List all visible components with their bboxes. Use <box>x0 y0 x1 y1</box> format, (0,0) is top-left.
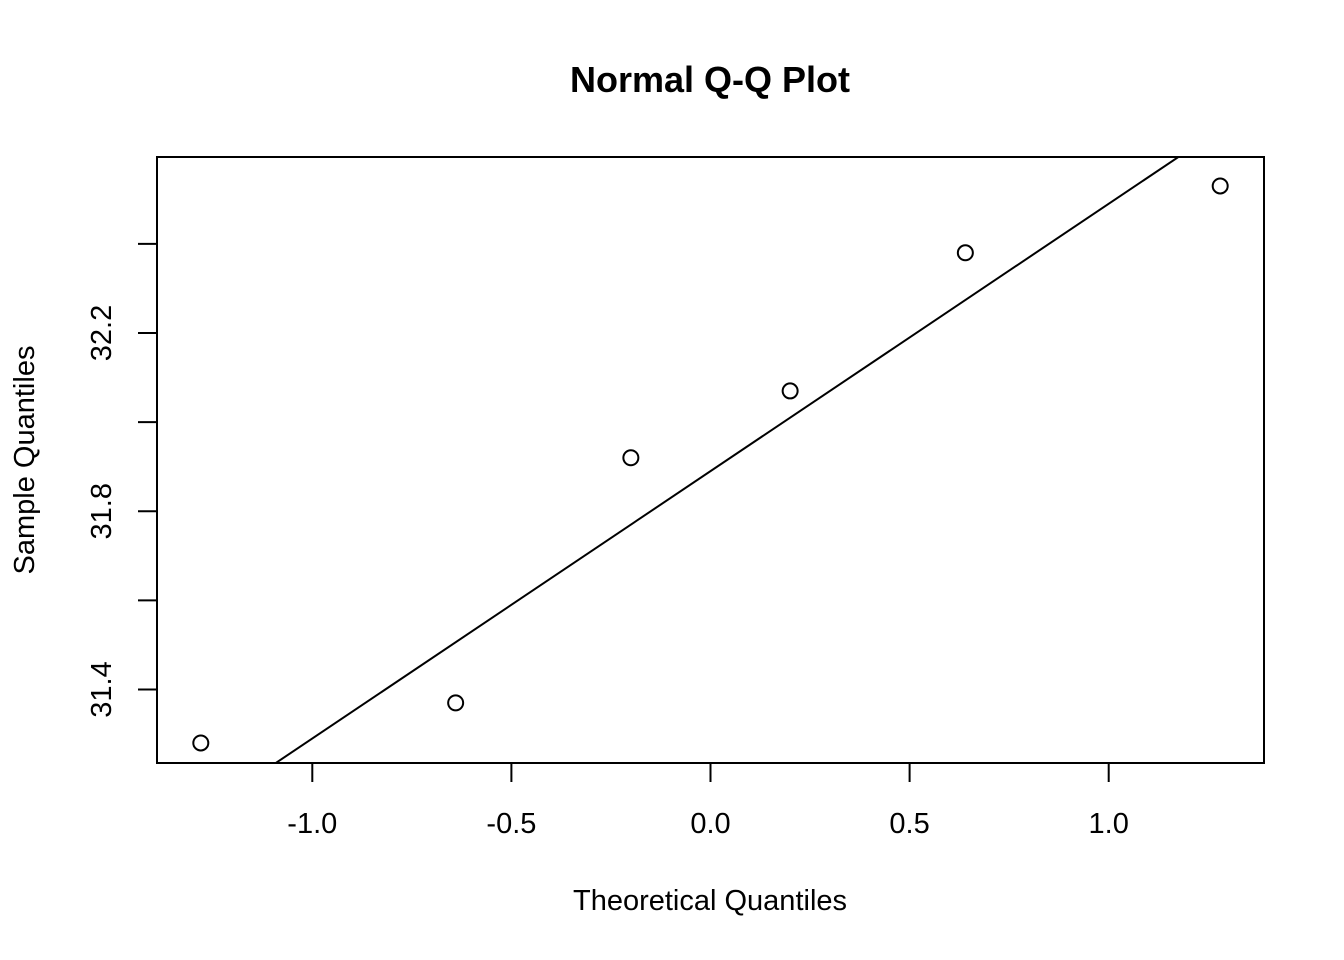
y-tick-label: 32.2 <box>86 305 118 361</box>
plot-frame <box>156 156 1265 764</box>
data-point <box>622 449 640 467</box>
y-axis-label: Sample Quantiles <box>9 346 41 575</box>
x-tick-label: -1.0 <box>287 808 337 840</box>
data-points <box>192 177 1229 752</box>
data-point <box>192 734 210 752</box>
y-tick-label: 31.4 <box>86 661 118 717</box>
chart-title: Normal Q-Q Plot <box>570 59 850 100</box>
reference-line <box>274 157 1181 763</box>
x-tick-label: 0.0 <box>690 808 730 840</box>
y-tick-label: 31.8 <box>86 483 118 539</box>
x-tick-label: -0.5 <box>486 808 536 840</box>
data-point <box>781 382 799 400</box>
x-axis-label: Theoretical Quantiles <box>573 885 847 917</box>
x-tick-label: 1.0 <box>1089 808 1129 840</box>
data-point <box>956 244 974 262</box>
y-axis: 31.4 31.8 32.2 <box>86 242 157 718</box>
x-tick-label: 0.5 <box>889 808 929 840</box>
x-axis: -1.0 -0.5 0.0 0.5 1.0 <box>287 763 1129 840</box>
data-point <box>1211 177 1229 195</box>
data-point <box>447 694 465 712</box>
